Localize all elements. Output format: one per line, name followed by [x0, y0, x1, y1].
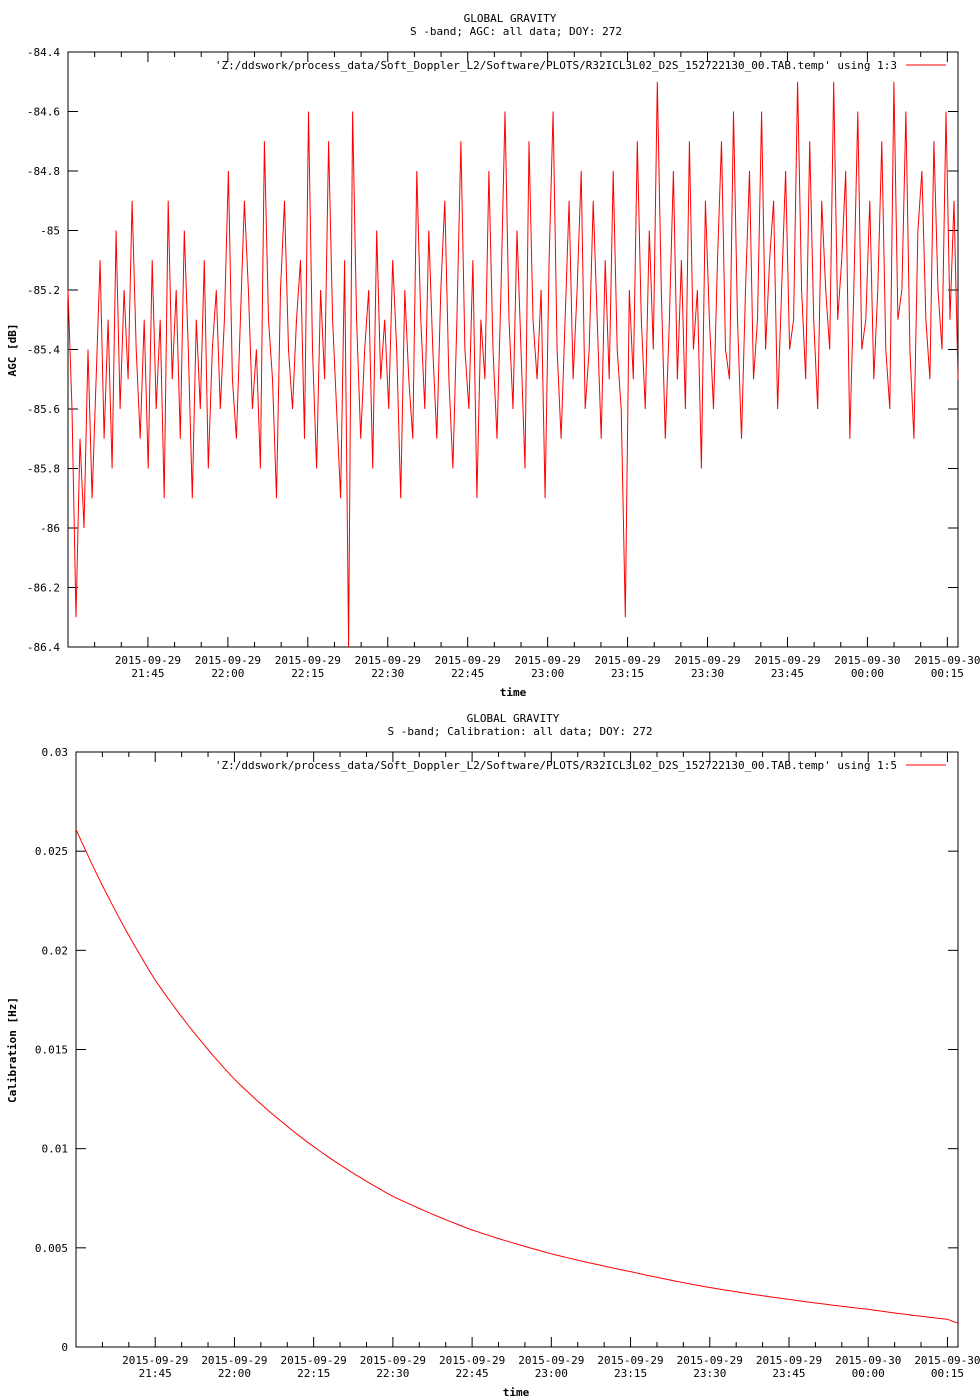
x-tick-label-date: 2015-09-29: [201, 1354, 267, 1367]
y-tick-label: 0.03: [42, 746, 69, 759]
x-tick-label-time: 23:15: [614, 1367, 647, 1380]
series-path: [67, 81, 959, 648]
x-tick-label-time: 00:15: [931, 1367, 964, 1380]
x-tick-label-date: 2015-09-30: [914, 654, 980, 667]
x-tick-label-date: 2015-09-29: [360, 1354, 426, 1367]
y-tick-label: -86.4: [27, 641, 60, 654]
x-tick-label-date: 2015-09-29: [518, 1354, 584, 1367]
chart-title: GLOBAL GRAVITY: [464, 12, 557, 25]
x-tick-label-time: 23:45: [772, 1367, 805, 1380]
x-tick-label-date: 2015-09-29: [754, 654, 820, 667]
x-tick-label-date: 2015-09-29: [597, 1354, 663, 1367]
y-tick-label: -85.6: [27, 403, 60, 416]
x-tick-label-time: 23:15: [611, 667, 644, 680]
x-tick-label-date: 2015-09-29: [674, 654, 740, 667]
x-tick-label-date: 2015-09-29: [756, 1354, 822, 1367]
legend: 'Z:/ddswork/process_data/Soft_Doppler_L2…: [215, 59, 946, 72]
y-tick-label: 0.01: [42, 1143, 69, 1156]
chart-subtitle: S -band; AGC: all data; DOY: 272: [410, 25, 622, 38]
y-axis-ticks: -84.4 -84.6 -84.8 -85 -85.2 -85.4 -85.6 -85.8 -8…: [27, 46, 958, 654]
y-tick-label: 0.005: [35, 1242, 68, 1255]
x-axis-label: time: [500, 686, 527, 699]
y-tick-label: 0.025: [35, 845, 68, 858]
x-tick-label-time: 21:45: [131, 667, 164, 680]
x-tick-label-time: 23:00: [535, 1367, 568, 1380]
y-tick-label: 0.02: [42, 944, 69, 957]
y-tick-label: -84.6: [27, 106, 60, 119]
y-tick-label: -84.4: [27, 46, 60, 59]
x-tick-label-date: 2015-09-29: [677, 1354, 743, 1367]
agc-chart: GLOBAL GRAVITY S -band; AGC: all data; D…: [6, 12, 980, 699]
x-tick-label-date: 2015-09-29: [281, 1354, 347, 1367]
y-tick-label: 0.015: [35, 1044, 68, 1057]
x-tick-label-time: 23:00: [531, 667, 564, 680]
x-tick-label-time: 23:45: [771, 667, 804, 680]
series-path: [75, 829, 959, 1324]
x-tick-label-time: 22:15: [297, 1367, 330, 1380]
x-tick-label-date: 2015-09-29: [439, 1354, 505, 1367]
x-tick-label-time: 22:30: [371, 667, 404, 680]
x-tick-label-date: 2015-09-29: [594, 654, 660, 667]
series-line: [67, 81, 959, 648]
y-tick-label: -85: [40, 225, 60, 238]
series-line: [75, 829, 959, 1324]
x-tick-label-time: 00:15: [931, 667, 964, 680]
x-tick-label-time: 22:15: [291, 667, 324, 680]
y-tick-label: -84.8: [27, 165, 60, 178]
x-tick-label-date: 2015-09-29: [115, 654, 181, 667]
y-tick-label: -85.8: [27, 463, 60, 476]
legend-entry-label: 'Z:/ddswork/process_data/Soft_Doppler_L2…: [215, 759, 897, 772]
x-tick-label-date: 2015-09-29: [195, 654, 261, 667]
y-tick-label: -85.4: [27, 344, 60, 357]
y-tick-label: -86: [40, 522, 60, 535]
x-tick-label-date: 2015-09-30: [914, 1354, 980, 1367]
x-tick-label-time: 22:00: [211, 667, 244, 680]
x-tick-label-date: 2015-09-29: [122, 1354, 188, 1367]
chart-subtitle: S -band; Calibration: all data; DOY: 272: [388, 725, 653, 738]
y-axis-label: AGC [dB]: [6, 324, 19, 377]
x-tick-label-time: 22:45: [451, 667, 484, 680]
x-tick-label-date: 2015-09-29: [435, 654, 501, 667]
y-axis-ticks: 0.03 0.025 0.02 0.015 0.01 0.005 0: [35, 746, 958, 1354]
chart-title: GLOBAL GRAVITY: [467, 712, 560, 725]
x-tick-label-date: 2015-09-29: [355, 654, 421, 667]
x-tick-label-date: 2015-09-29: [515, 654, 581, 667]
calibration-chart: GLOBAL GRAVITY S -band; Calibration: all…: [6, 712, 980, 1399]
x-tick-label-date: 2015-09-29: [275, 654, 341, 667]
x-tick-label-time: 22:45: [456, 1367, 489, 1380]
legend: 'Z:/ddswork/process_data/Soft_Doppler_L2…: [215, 759, 946, 772]
x-tick-label-time: 00:00: [852, 1367, 885, 1380]
y-axis-label: Calibration [Hz]: [6, 997, 19, 1103]
x-tick-label-date: 2015-09-30: [834, 654, 900, 667]
x-axis-ticks: 2015-09-2921:452015-09-2922:002015-09-29…: [67, 52, 980, 680]
y-tick-label: 0: [61, 1341, 68, 1354]
x-tick-label-time: 23:30: [691, 667, 724, 680]
y-tick-label: -85.2: [27, 284, 60, 297]
x-tick-label-time: 22:30: [376, 1367, 409, 1380]
x-axis-ticks: 2015-09-2921:452015-09-2922:002015-09-29…: [75, 752, 980, 1380]
x-tick-label-time: 23:30: [693, 1367, 726, 1380]
x-tick-label-time: 22:00: [218, 1367, 251, 1380]
x-tick-label-time: 21:45: [139, 1367, 172, 1380]
x-tick-label-time: 00:00: [851, 667, 884, 680]
y-tick-label: -86.2: [27, 582, 60, 595]
x-tick-label-date: 2015-09-30: [835, 1354, 901, 1367]
x-axis-label: time: [503, 1386, 530, 1399]
legend-entry-label: 'Z:/ddswork/process_data/Soft_Doppler_L2…: [215, 59, 897, 72]
